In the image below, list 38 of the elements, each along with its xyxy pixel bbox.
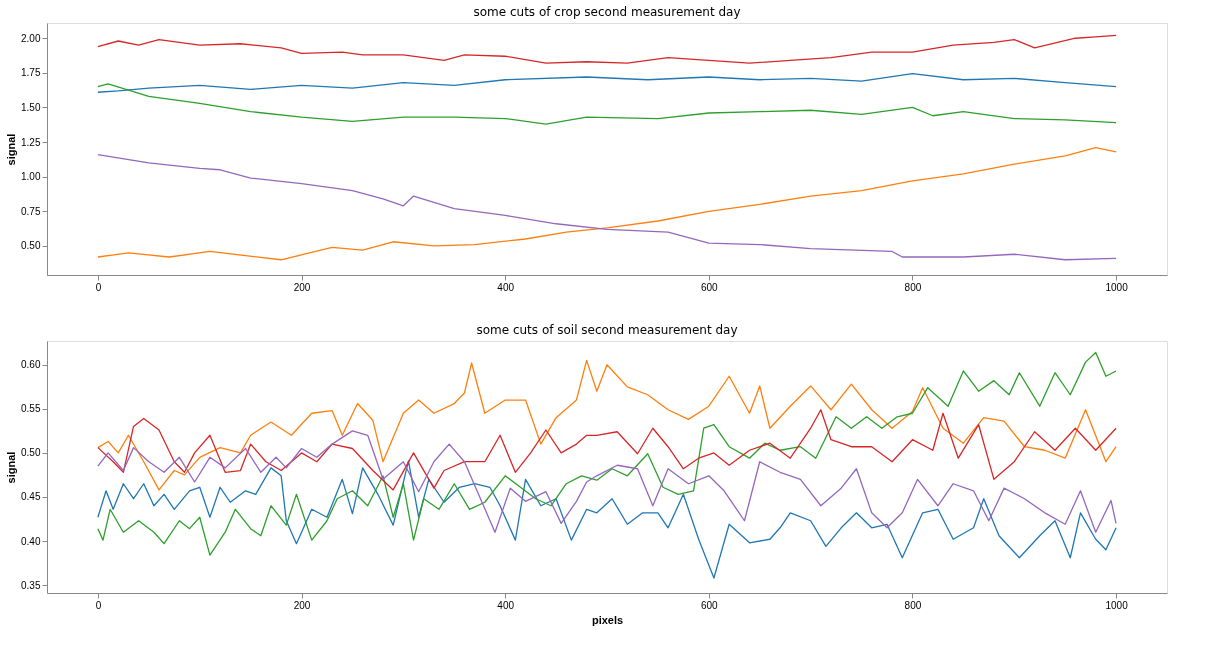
x-tick-label: 800 xyxy=(904,281,922,293)
chart-title: some cuts of soil second measurement day xyxy=(476,323,738,337)
line-series xyxy=(97,460,1117,579)
x-tick-label: 400 xyxy=(497,599,515,611)
y-tick-label: 1.75 xyxy=(21,67,41,79)
y-tick-label: 1.25 xyxy=(21,136,41,148)
x-tick-label: 200 xyxy=(293,281,311,293)
line-series xyxy=(97,430,1117,533)
y-tick-label: 0.45 xyxy=(21,491,41,503)
y-tick-label: 2.00 xyxy=(21,32,41,44)
line-series xyxy=(97,34,1117,64)
line-series xyxy=(97,351,1117,556)
y-tick-label: 1.00 xyxy=(21,171,41,183)
x-tick-label: 0 xyxy=(95,281,102,293)
x-tick-label: 0 xyxy=(95,599,102,611)
y-tick-label: 0.35 xyxy=(21,579,41,591)
x-tick-label: 400 xyxy=(497,281,515,293)
y-axis-title: signal xyxy=(5,133,18,166)
y-tick-label: 0.75 xyxy=(21,205,41,217)
x-tick-label: 200 xyxy=(293,599,311,611)
x-tick-label: 1000 xyxy=(1105,599,1129,611)
x-tick-label: 1000 xyxy=(1105,281,1129,293)
y-tick-label: 0.60 xyxy=(21,359,41,371)
y-tick-label: 0.50 xyxy=(21,240,41,252)
line-series xyxy=(97,409,1117,491)
chart-title: some cuts of crop second measurement day xyxy=(473,5,741,19)
x-tick-label: 800 xyxy=(904,599,922,611)
y-tick-label: 1.50 xyxy=(21,101,41,113)
y-tick-label: 0.50 xyxy=(21,447,41,459)
x-tick-label: 600 xyxy=(700,599,719,611)
y-axis-title: signal xyxy=(5,451,18,484)
y-tick-label: 0.55 xyxy=(21,403,41,415)
line-series xyxy=(97,72,1117,93)
x-tick-label: 600 xyxy=(700,281,719,293)
x-axis-title: pixels xyxy=(591,613,624,626)
y-tick-label: 0.40 xyxy=(21,535,41,547)
line-series xyxy=(97,83,1117,125)
line-series xyxy=(97,359,1117,491)
